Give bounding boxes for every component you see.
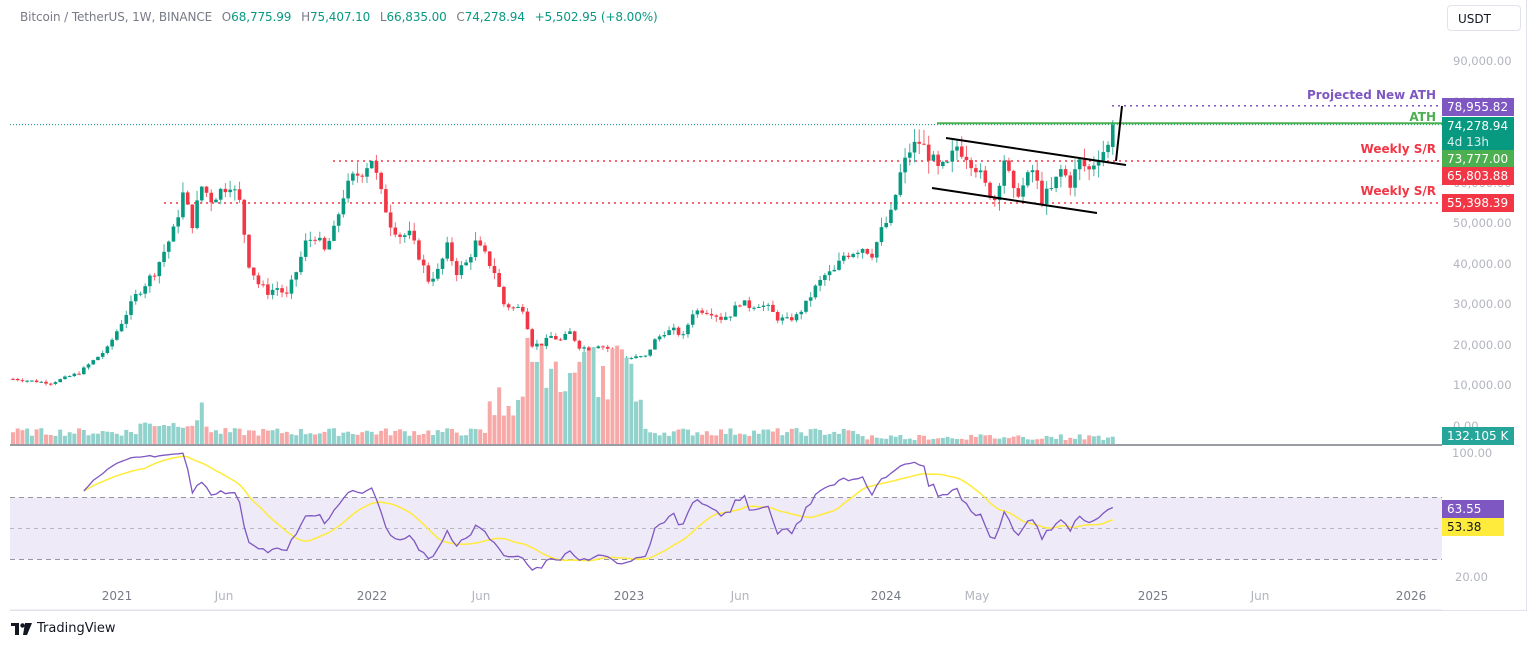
- rsi-line: [83, 452, 1114, 571]
- projected-ath-annotation: Projected New ATH: [1307, 88, 1436, 102]
- projected-ath-price-tag: 78,955.82: [1442, 98, 1514, 116]
- time-axis-label: May: [964, 589, 990, 603]
- tradingview-logo-icon: [11, 622, 32, 635]
- close-value: 74,278.94: [464, 10, 525, 24]
- rsi-axis-100: 100.00: [1452, 446, 1493, 460]
- candlestick-series: [11, 120, 1115, 386]
- volume-tag: 132.105 K: [1442, 427, 1514, 445]
- projection-line[interactable]: [1115, 105, 1123, 162]
- time-axis-label: 2024: [870, 589, 902, 603]
- time-axis-label: 2023: [613, 589, 645, 603]
- time-axis-label: 2026: [1395, 589, 1427, 603]
- price-axis-tick: 30,000.00: [1453, 297, 1512, 311]
- channel-lower-line[interactable]: [931, 187, 1098, 214]
- time-axis-label: Jun: [214, 589, 234, 603]
- open-value: 68,775.99: [231, 10, 292, 24]
- time-axis-label: Jun: [1250, 589, 1270, 603]
- symbol-name[interactable]: Bitcoin / TetherUS, 1W, BINANCE: [20, 10, 213, 24]
- last-price-value: 74,278.94: [1447, 119, 1509, 133]
- weekly-sr-1-annotation: Weekly S/R: [1360, 142, 1436, 156]
- rsi-ma-line: [83, 455, 1114, 562]
- brand-text: TradingView: [37, 621, 116, 636]
- price-axis-tick: 10,000.00: [1453, 378, 1512, 392]
- price-axis-tick: 20,000.00: [1453, 337, 1512, 352]
- volume-series: [11, 337, 1115, 444]
- time-axis-label: 2025: [1137, 589, 1169, 603]
- time-axis-label: 2022: [356, 589, 388, 603]
- last-price-tag: 74,278.94 4d 13h: [1442, 117, 1514, 151]
- time-axis-label: Jun: [471, 589, 491, 603]
- high-value: 75,407.10: [310, 10, 371, 24]
- weekly-sr-2-annotation: Weekly S/R: [1360, 184, 1436, 198]
- price-axis-tick: 40,000.00: [1453, 256, 1512, 271]
- price-axis-tick: 50,000.00: [1453, 216, 1512, 230]
- time-axis-label: 2021: [101, 589, 133, 603]
- bar-countdown: 4d 13h: [1447, 135, 1489, 149]
- rsi-value-tag: 63.55: [1442, 500, 1504, 518]
- low-value: 66,835.00: [386, 10, 447, 24]
- rsi-axis-20: 20.00: [1455, 570, 1488, 584]
- rsi-ma-value-tag: 53.38: [1442, 518, 1504, 536]
- rsi-pane[interactable]: [10, 452, 1442, 571]
- symbol-legend: Bitcoin / TetherUS, 1W, BINANCE O68,775.…: [20, 10, 658, 24]
- currency-button[interactable]: USDT: [1447, 5, 1521, 31]
- time-axis-label: Jun: [730, 589, 750, 603]
- weekly-sr-1-price-tag: 65,803.88: [1442, 167, 1514, 185]
- weekly-sr-2-price-tag: 55,398.39: [1442, 194, 1514, 212]
- change-value: +5,502.95 (+8.00%): [534, 10, 658, 24]
- tradingview-branding[interactable]: TradingView: [11, 621, 116, 636]
- ath-annotation: ATH: [1409, 110, 1436, 124]
- price-axis-tick: 90,000.00: [1453, 54, 1512, 68]
- channel-upper-line[interactable]: [945, 137, 1127, 166]
- ath-price-tag: 73,777.00: [1442, 150, 1514, 168]
- price-pane[interactable]: [10, 104, 1442, 386]
